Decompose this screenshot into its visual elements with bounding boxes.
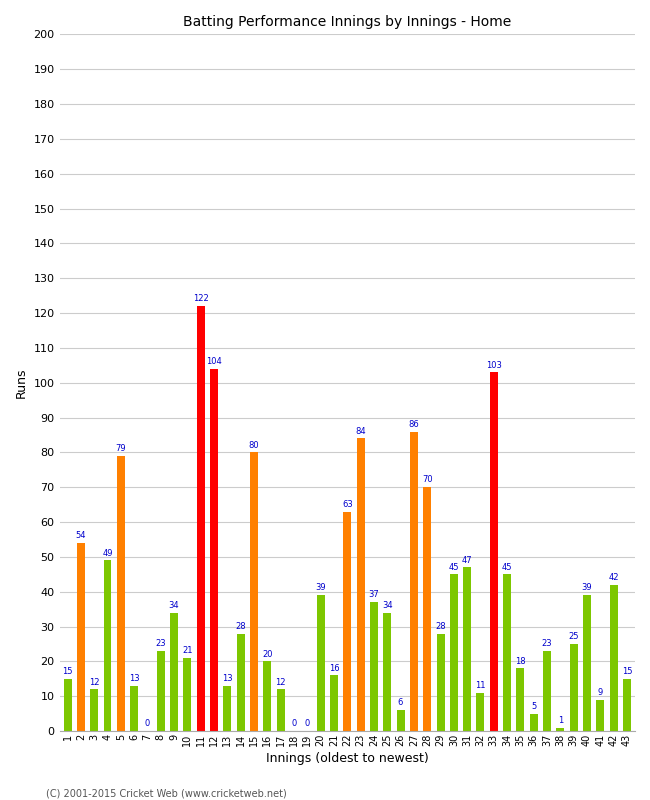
Text: (C) 2001-2015 Cricket Web (www.cricketweb.net): (C) 2001-2015 Cricket Web (www.cricketwe… (46, 788, 286, 798)
Bar (197, 306, 205, 731)
Bar (224, 686, 231, 731)
Bar (450, 574, 458, 731)
Text: 12: 12 (276, 678, 286, 686)
Text: 20: 20 (262, 650, 272, 658)
Bar (610, 585, 617, 731)
Bar (357, 438, 365, 731)
Bar (423, 487, 431, 731)
Bar (90, 690, 98, 731)
Text: 39: 39 (315, 583, 326, 593)
Text: 54: 54 (75, 531, 86, 540)
Text: 16: 16 (329, 664, 339, 673)
Text: 70: 70 (422, 475, 432, 485)
Text: 13: 13 (129, 674, 140, 683)
Text: 12: 12 (89, 678, 99, 686)
Text: 11: 11 (475, 681, 486, 690)
X-axis label: Innings (oldest to newest): Innings (oldest to newest) (266, 752, 428, 765)
Text: 0: 0 (145, 719, 150, 728)
Bar (263, 662, 271, 731)
Bar (476, 693, 484, 731)
Text: 79: 79 (116, 444, 126, 453)
Bar (77, 543, 85, 731)
Text: 34: 34 (382, 601, 393, 610)
Bar (410, 431, 418, 731)
Bar (130, 686, 138, 731)
Bar (570, 644, 578, 731)
Text: 6: 6 (398, 698, 403, 707)
Bar (517, 669, 525, 731)
Bar (370, 602, 378, 731)
Bar (277, 690, 285, 731)
Bar (596, 700, 605, 731)
Bar (64, 679, 72, 731)
Text: 84: 84 (356, 426, 366, 436)
Bar (623, 679, 631, 731)
Text: 0: 0 (305, 719, 310, 728)
Bar (437, 634, 445, 731)
Bar (396, 710, 404, 731)
Text: 45: 45 (448, 562, 459, 571)
Text: 28: 28 (235, 622, 246, 631)
Text: 122: 122 (193, 294, 209, 303)
Text: 28: 28 (436, 622, 446, 631)
Y-axis label: Runs: Runs (15, 367, 28, 398)
Bar (463, 567, 471, 731)
Bar (170, 613, 178, 731)
Text: 13: 13 (222, 674, 233, 683)
Bar (330, 675, 338, 731)
Text: 23: 23 (541, 639, 552, 648)
Bar (343, 512, 351, 731)
Bar (530, 714, 538, 731)
Text: 37: 37 (369, 590, 380, 599)
Bar (117, 456, 125, 731)
Bar (210, 369, 218, 731)
Text: 86: 86 (408, 420, 419, 429)
Text: 5: 5 (531, 702, 536, 711)
Text: 63: 63 (342, 500, 353, 509)
Text: 34: 34 (169, 601, 179, 610)
Text: 103: 103 (486, 361, 502, 370)
Text: 104: 104 (206, 357, 222, 366)
Text: 39: 39 (582, 583, 592, 593)
Bar (103, 561, 112, 731)
Text: 15: 15 (62, 667, 73, 676)
Text: 0: 0 (291, 719, 296, 728)
Bar (183, 658, 191, 731)
Text: 47: 47 (462, 556, 473, 565)
Bar (543, 651, 551, 731)
Bar (317, 595, 324, 731)
Text: 15: 15 (622, 667, 632, 676)
Text: 9: 9 (598, 688, 603, 697)
Text: 42: 42 (608, 573, 619, 582)
Title: Batting Performance Innings by Innings - Home: Batting Performance Innings by Innings -… (183, 15, 512, 29)
Bar (157, 651, 165, 731)
Bar (250, 453, 258, 731)
Bar (503, 574, 511, 731)
Text: 49: 49 (102, 549, 112, 558)
Text: 45: 45 (502, 562, 512, 571)
Text: 18: 18 (515, 657, 526, 666)
Text: 80: 80 (249, 441, 259, 450)
Bar (237, 634, 244, 731)
Text: 23: 23 (155, 639, 166, 648)
Text: 25: 25 (569, 632, 579, 642)
Bar (556, 728, 564, 731)
Bar (583, 595, 591, 731)
Text: 21: 21 (182, 646, 192, 655)
Text: 1: 1 (558, 716, 563, 725)
Bar (490, 372, 498, 731)
Bar (384, 613, 391, 731)
